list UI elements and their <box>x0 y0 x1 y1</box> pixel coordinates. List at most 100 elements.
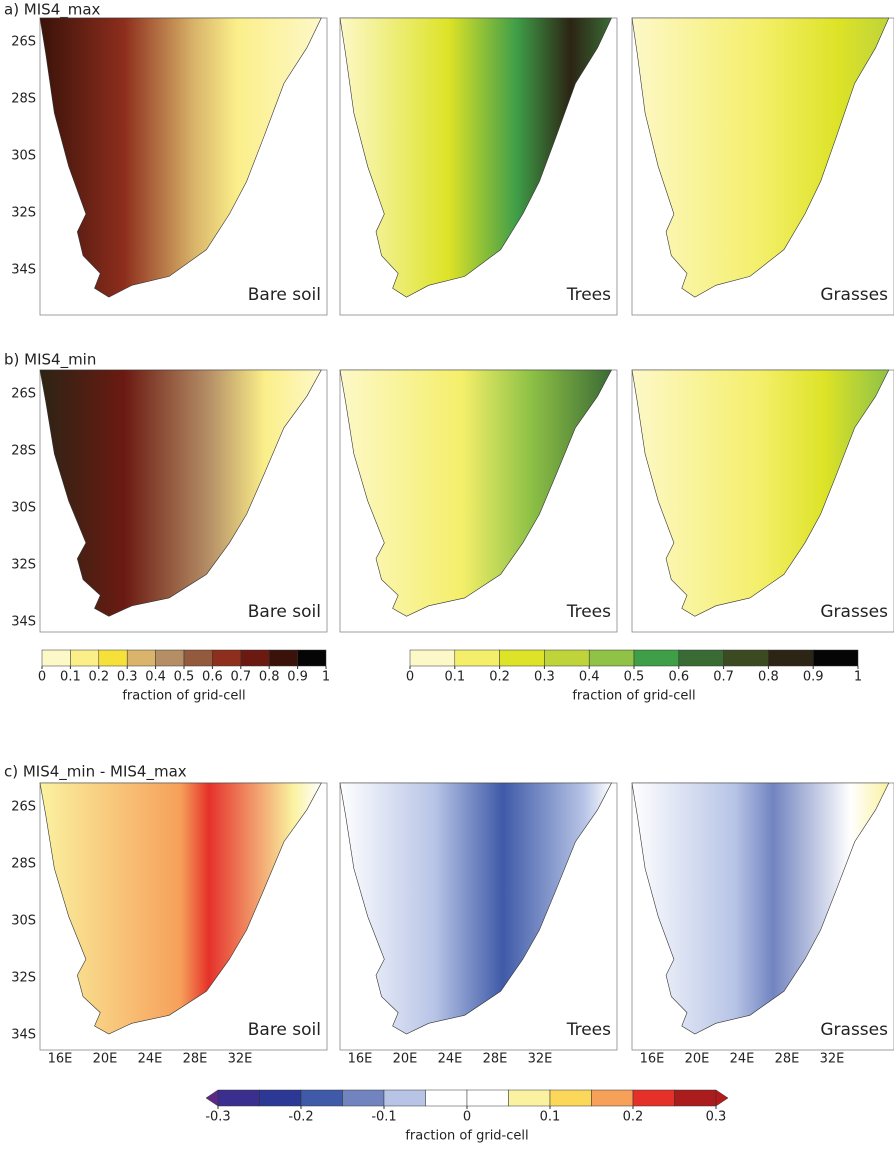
lat-label: 34S <box>11 1028 36 1043</box>
colorbar-tick-label: -0.3 <box>205 1110 230 1125</box>
lon-label: 24E <box>438 1052 463 1067</box>
lat-label: 30S <box>11 149 36 164</box>
land-area <box>631 17 890 298</box>
colorbar-swatch <box>678 649 724 667</box>
land-area <box>339 782 612 1035</box>
lat-label: 28S <box>11 444 36 459</box>
colorbar-tick-label: -0.1 <box>371 1110 396 1125</box>
colorbar-swatch <box>499 649 545 667</box>
colorbar-swatch <box>183 649 213 667</box>
colorbar-tick-label: 0.3 <box>706 1110 727 1125</box>
panel-label: Grasses <box>820 285 888 305</box>
land-area <box>631 782 890 1035</box>
panel-label: Bare soil <box>248 285 321 305</box>
colorbar-extend <box>205 1089 219 1107</box>
colorbar-swatch <box>454 649 500 667</box>
colorbar-tick-label: 0 <box>406 670 414 685</box>
land-area <box>339 369 612 617</box>
colorbar-swatch <box>70 649 100 667</box>
land-area <box>39 369 322 617</box>
lat-label: 30S <box>11 914 36 929</box>
land-area <box>339 17 612 298</box>
row-title: c) MIS4_min - MIS4_max <box>4 763 187 782</box>
colorbar-swatch <box>588 649 635 667</box>
colorbar-swatch <box>723 649 769 667</box>
colorbar-swatch <box>508 1089 551 1107</box>
row-title: a) MIS4_max <box>4 1 101 20</box>
colorbar-tick-label: 0.2 <box>88 670 109 685</box>
colorbar-tick-label: 1 <box>322 670 330 685</box>
colorbar-swatch <box>549 1089 592 1107</box>
lat-label: 26S <box>11 387 36 402</box>
lon-label: 24E <box>730 1052 755 1067</box>
colorbar-tick-label: 0.6 <box>668 670 689 685</box>
lon-label: 20E <box>393 1052 418 1067</box>
panel-label: Grasses <box>820 1020 888 1040</box>
colorbar-tick-label: 0.9 <box>287 670 308 685</box>
lon-label: 16E <box>48 1052 73 1067</box>
colorbar-tick-label: 0.3 <box>534 670 555 685</box>
colorbar-tick-label: 0.6 <box>202 670 223 685</box>
colorbar-swatch <box>98 649 128 667</box>
colorbar-swatch <box>633 649 680 667</box>
lat-label: 32S <box>11 206 36 221</box>
colorbar-tick-label: 0 <box>38 670 46 685</box>
panel-label: Grasses <box>820 602 888 622</box>
lon-label: 20E <box>685 1052 710 1067</box>
panel-label: Bare soil <box>248 1020 321 1040</box>
colorbar-tick-label: 0.7 <box>713 670 734 685</box>
colorbar-tick-label: 0.1 <box>444 670 465 685</box>
colorbar-tick-label: 0 <box>463 1110 471 1125</box>
colorbar-tick-label: 0.8 <box>259 670 280 685</box>
colorbar-swatch <box>632 1089 675 1107</box>
colorbar-tick-label: 0.1 <box>60 670 81 685</box>
colorbar-tick-label: 0.2 <box>623 1110 644 1125</box>
colorbar-tick-label: 0.2 <box>489 670 510 685</box>
panel-label: Trees <box>566 1020 611 1040</box>
panel-label: Trees <box>566 285 611 305</box>
colorbar-swatch <box>297 649 327 667</box>
colorbar-swatch <box>674 1089 717 1107</box>
lat-label: 26S <box>11 35 36 50</box>
colorbar-swatch <box>591 1089 634 1107</box>
colorbar-label: fraction of grid-cell <box>122 689 245 704</box>
colorbar-swatch <box>212 649 242 667</box>
colorbar-tick-label: 0.7 <box>230 670 251 685</box>
colorbar-tick-label: 0.1 <box>540 1110 561 1125</box>
colorbar-tick-label: 0.5 <box>624 670 645 685</box>
lon-label: 28E <box>775 1052 800 1067</box>
colorbar-swatch <box>409 649 456 667</box>
colorbar-swatch <box>812 649 859 667</box>
colorbar-swatch <box>259 1089 302 1107</box>
colorbar-swatch <box>342 1089 385 1107</box>
colorbar-swatch <box>466 1089 509 1107</box>
colorbar-swatch <box>383 1089 426 1107</box>
lon-label: 28E <box>483 1052 508 1067</box>
land-area <box>39 17 322 298</box>
lat-label: 34S <box>11 615 36 630</box>
colorbar-swatch <box>240 649 270 667</box>
colorbar-swatch <box>544 649 590 667</box>
lat-label: 26S <box>11 800 36 815</box>
colorbar-tick-label: 0.3 <box>117 670 138 685</box>
colorbar-extend <box>715 1089 729 1107</box>
land-area <box>39 782 322 1035</box>
colorbar-swatch <box>41 649 71 667</box>
colorbar-tick-label: 0.4 <box>145 670 166 685</box>
colorbar-tick-label: 0.9 <box>803 670 824 685</box>
lat-label: 32S <box>11 558 36 573</box>
colorbar-tick-label: 0.8 <box>758 670 779 685</box>
colorbar-swatch <box>155 649 185 667</box>
panel-label: Bare soil <box>248 602 321 622</box>
colorbar-tick-label: 0.5 <box>174 670 195 685</box>
lon-label: 16E <box>640 1052 665 1067</box>
lon-label: 32E <box>820 1052 845 1067</box>
lon-label: 28E <box>183 1052 208 1067</box>
lon-label: 32E <box>528 1052 553 1067</box>
lon-label: 16E <box>348 1052 373 1067</box>
colorbar-label: fraction of grid-cell <box>572 689 695 704</box>
colorbar-swatch <box>300 1089 343 1107</box>
lat-label: 28S <box>11 857 36 872</box>
colorbar-tick-label: -0.2 <box>288 1110 313 1125</box>
